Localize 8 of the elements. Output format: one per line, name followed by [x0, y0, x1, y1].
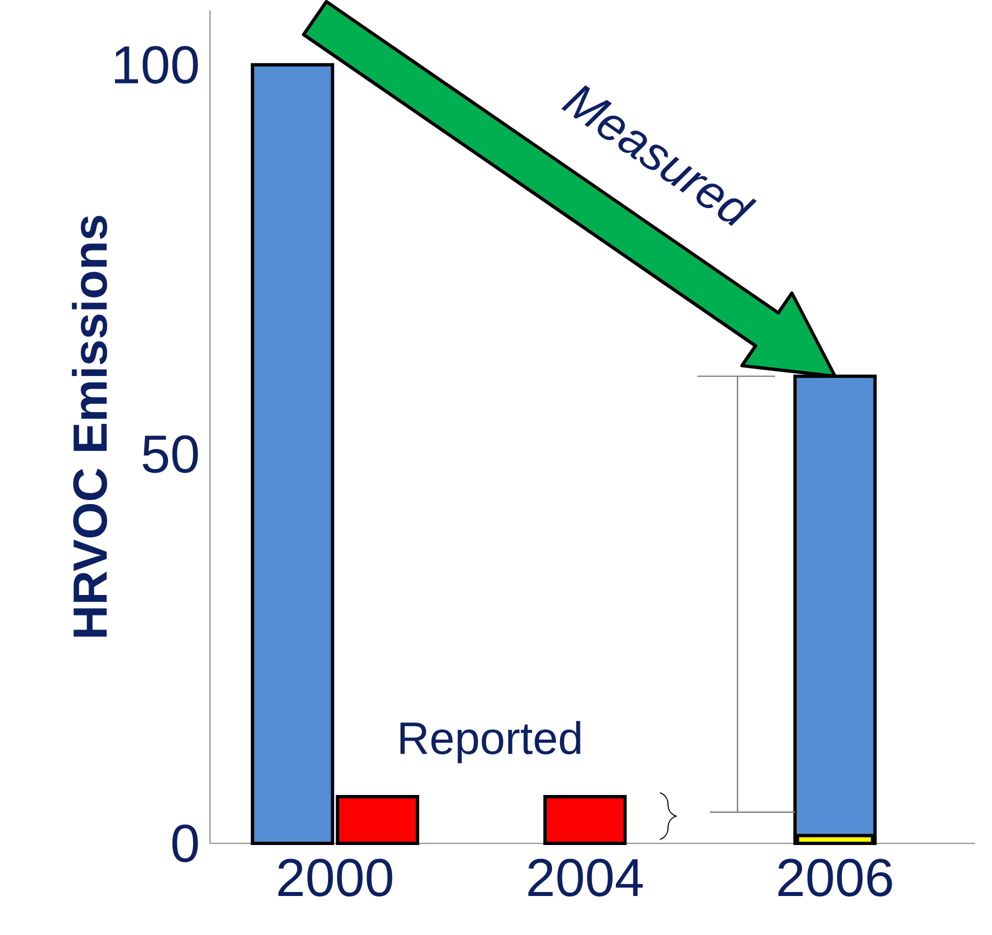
- annotation: Reported: [400, 720, 580, 764]
- y-tick-label: 50: [142, 435, 198, 473]
- x-tick-label: 2000: [278, 858, 392, 896]
- x-tick-label: 2004: [528, 858, 643, 896]
- y-tick-label: 0: [172, 824, 198, 862]
- x-tick-label: 2006: [778, 858, 892, 896]
- y-axis-title: HRVOC Emissions: [72, 216, 108, 636]
- y-tick-label: 100: [115, 46, 198, 84]
